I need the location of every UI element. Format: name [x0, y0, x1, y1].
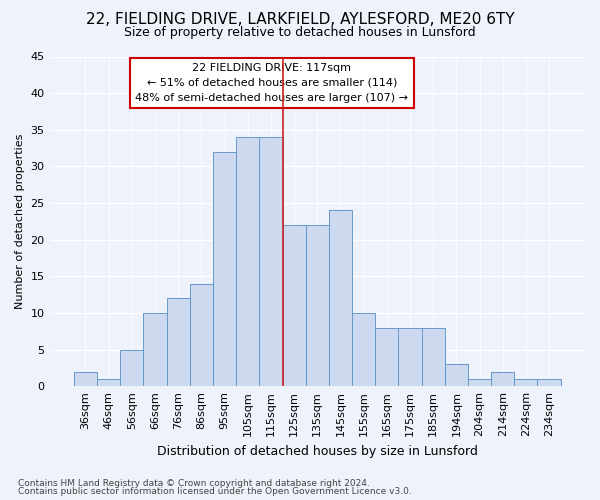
Bar [514, 379, 538, 386]
Text: Size of property relative to detached houses in Lunsford: Size of property relative to detached ho… [124, 26, 476, 39]
Bar [283, 225, 305, 386]
Bar [305, 225, 329, 386]
Bar [167, 298, 190, 386]
Bar [352, 313, 375, 386]
X-axis label: Distribution of detached houses by size in Lunsford: Distribution of detached houses by size … [157, 444, 478, 458]
Text: 22, FIELDING DRIVE, LARKFIELD, AYLESFORD, ME20 6TY: 22, FIELDING DRIVE, LARKFIELD, AYLESFORD… [86, 12, 514, 28]
Y-axis label: Number of detached properties: Number of detached properties [15, 134, 25, 309]
Bar [97, 379, 120, 386]
Text: Contains public sector information licensed under the Open Government Licence v3: Contains public sector information licen… [18, 487, 412, 496]
Bar [445, 364, 468, 386]
Bar [259, 137, 283, 386]
Bar [538, 379, 560, 386]
Text: Contains HM Land Registry data © Crown copyright and database right 2024.: Contains HM Land Registry data © Crown c… [18, 478, 370, 488]
Bar [422, 328, 445, 386]
Text: 22 FIELDING DRIVE: 117sqm
← 51% of detached houses are smaller (114)
48% of semi: 22 FIELDING DRIVE: 117sqm ← 51% of detac… [135, 63, 408, 102]
Bar [375, 328, 398, 386]
Bar [398, 328, 422, 386]
Bar [213, 152, 236, 386]
Bar [468, 379, 491, 386]
Bar [190, 284, 213, 386]
Bar [120, 350, 143, 386]
Bar [236, 137, 259, 386]
Bar [143, 313, 167, 386]
Bar [74, 372, 97, 386]
Bar [491, 372, 514, 386]
Bar [329, 210, 352, 386]
